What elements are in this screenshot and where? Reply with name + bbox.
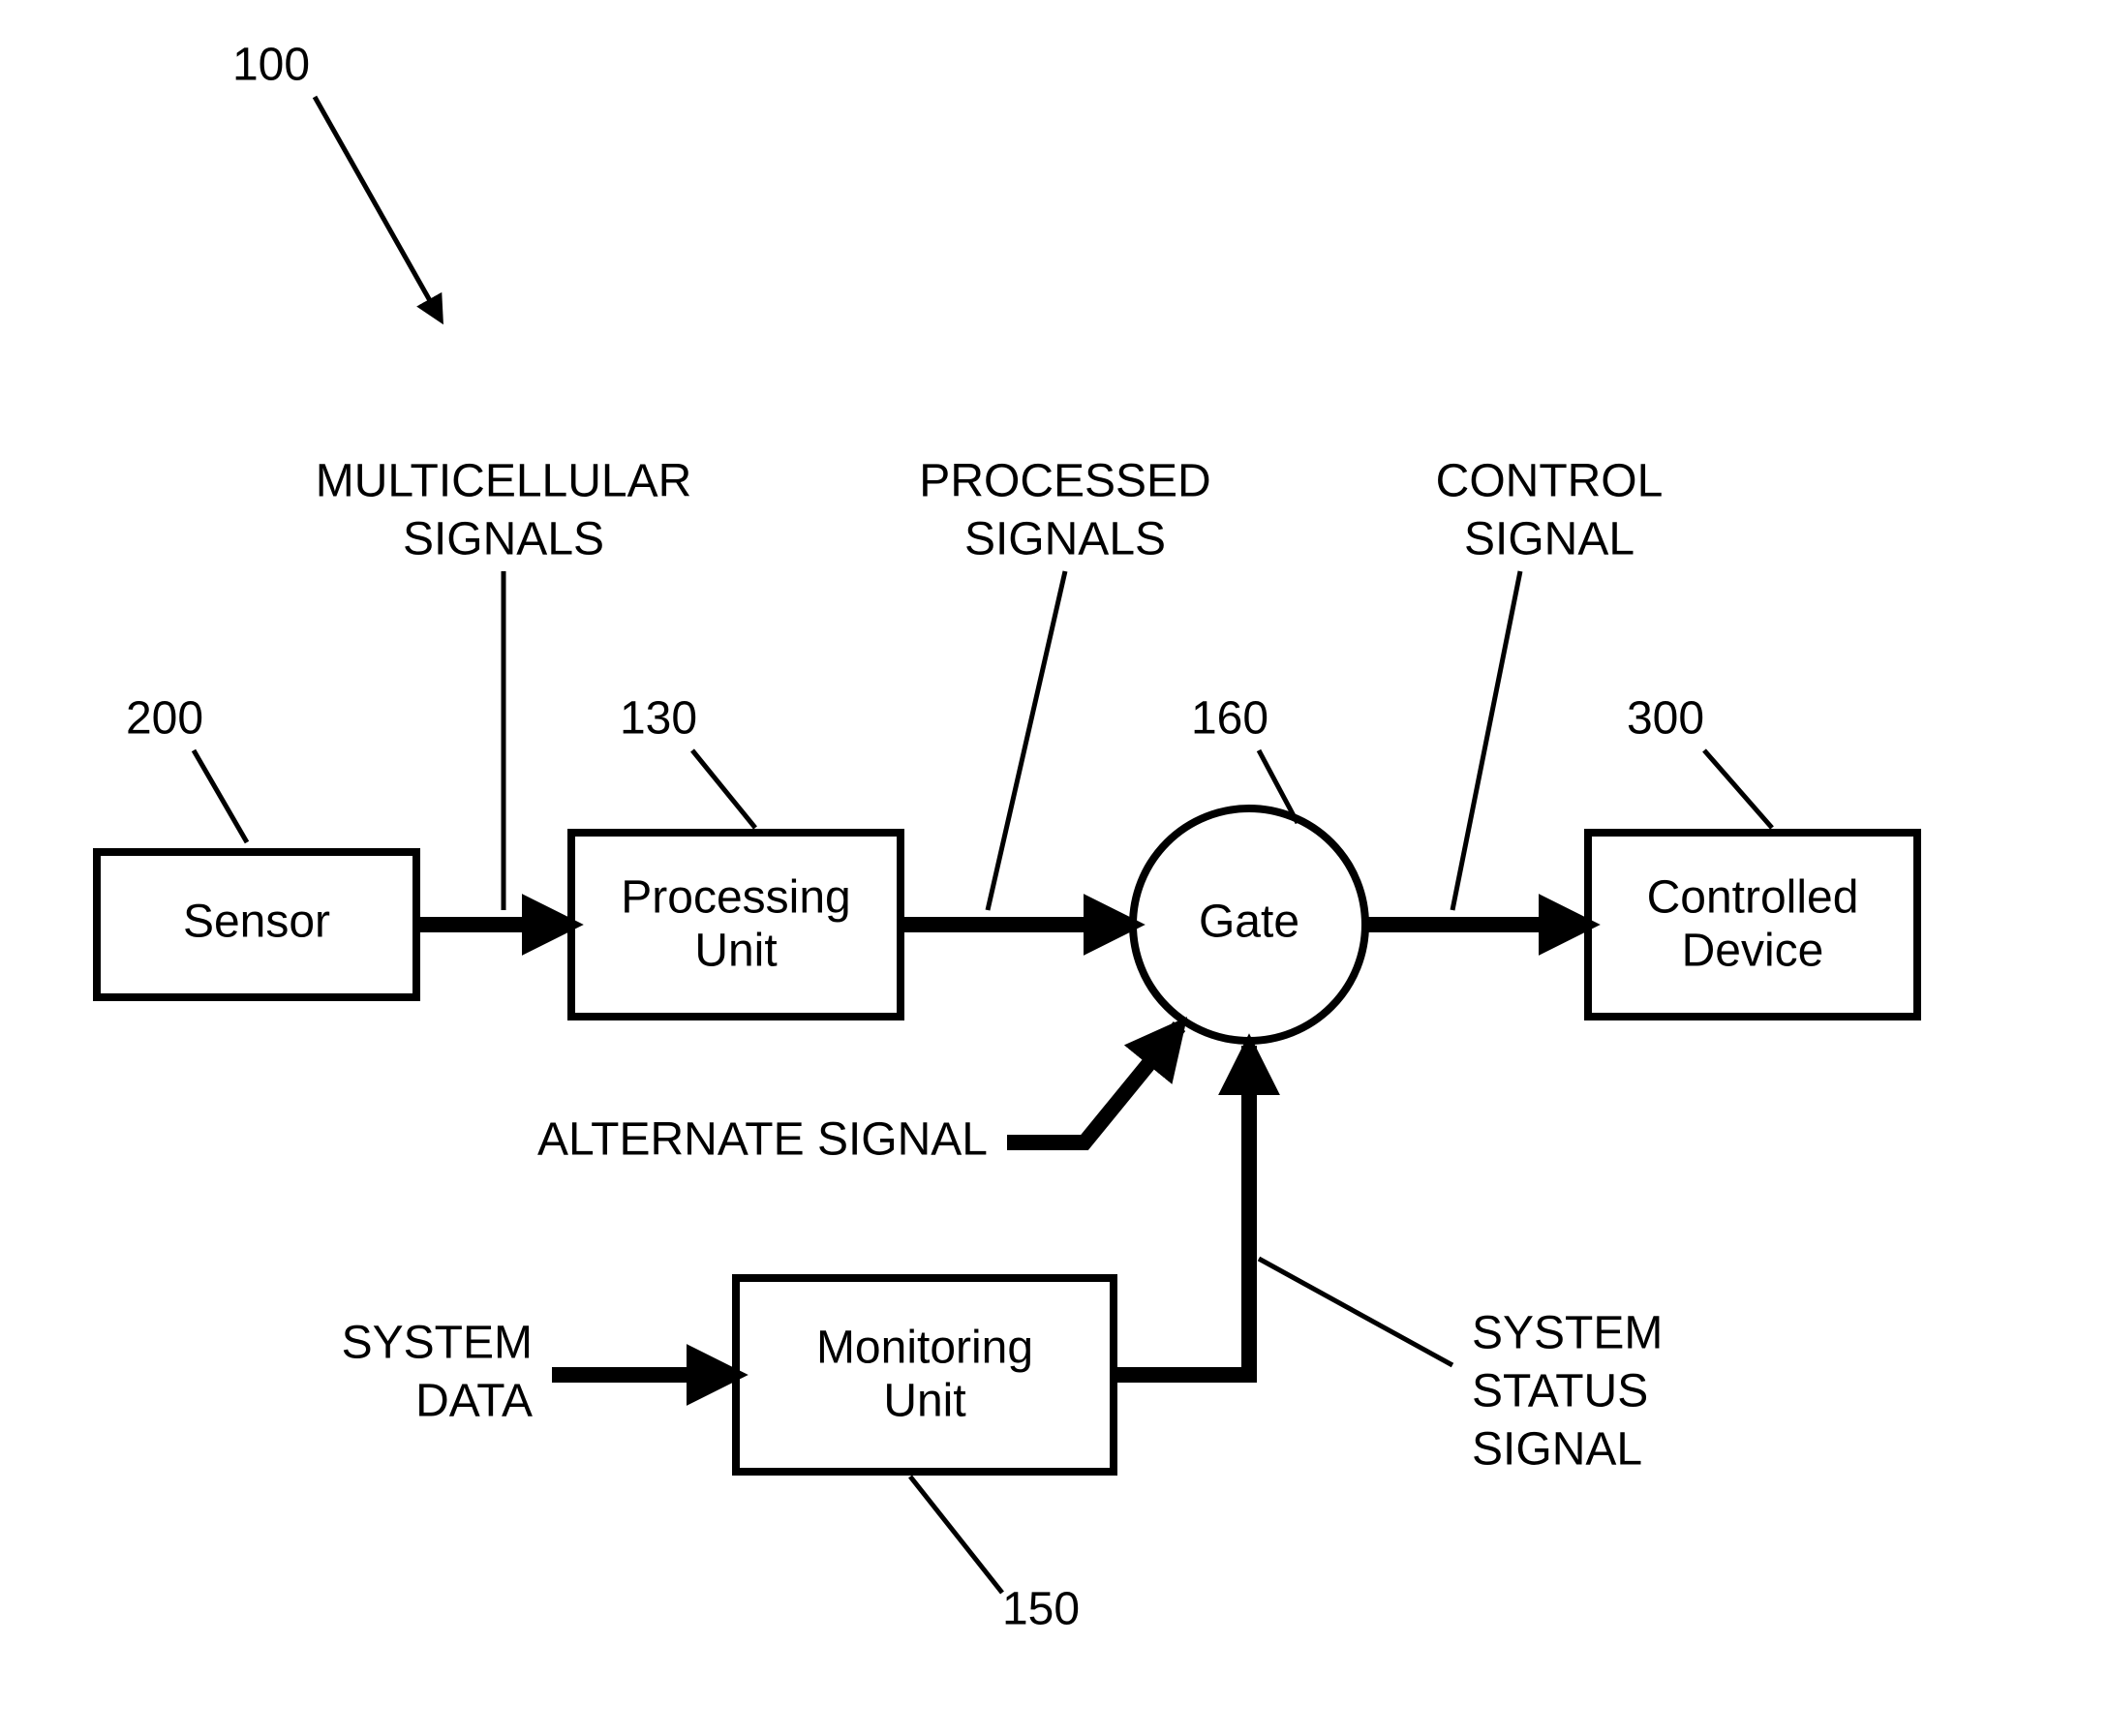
- ref-130: 130: [620, 693, 697, 745]
- sensor-node: Sensor: [97, 852, 416, 997]
- leader-100: [315, 97, 441, 320]
- monitoring-unit-node: Monitoring Unit: [736, 1278, 1114, 1472]
- leader-300: [1704, 750, 1772, 828]
- leader-stat: [1259, 1259, 1452, 1365]
- controlled-device-label-2: Device: [1682, 926, 1824, 977]
- system-data-label-1: SYSTEM: [342, 1318, 533, 1369]
- multicellular-label-1: MULTICELLULAR: [316, 456, 692, 507]
- multicellular-label-2: SIGNALS: [403, 514, 604, 565]
- controlled-device-label-1: Controlled: [1647, 872, 1859, 924]
- flow-monitor-to-gate: [1114, 1046, 1249, 1375]
- gate-label: Gate: [1199, 897, 1299, 948]
- ref-200: 200: [126, 693, 203, 745]
- ref-100: 100: [232, 40, 310, 91]
- leader-ctrl: [1452, 571, 1520, 910]
- monitoring-unit-label-2: Unit: [883, 1376, 965, 1427]
- alternate-signal-label: ALTERNATE SIGNAL: [537, 1114, 988, 1166]
- leader-proc: [988, 571, 1065, 910]
- sensor-label: Sensor: [183, 897, 330, 948]
- processing-unit-label-1: Processing: [621, 872, 850, 924]
- block-diagram: Sensor Processing Unit Gate Controlled D…: [0, 0, 2108, 1736]
- flow-alt-to-gate: [1007, 1026, 1179, 1142]
- ref-150: 150: [1002, 1584, 1080, 1635]
- ref-300: 300: [1627, 693, 1704, 745]
- leader-200: [194, 750, 247, 842]
- processed-label-2: SIGNALS: [964, 514, 1166, 565]
- control-label-2: SIGNAL: [1464, 514, 1634, 565]
- controlled-device-node: Controlled Device: [1588, 833, 1917, 1017]
- leader-130: [692, 750, 755, 828]
- processed-label-1: PROCESSED: [919, 456, 1210, 507]
- system-status-label-2: STATUS: [1472, 1366, 1648, 1417]
- ref-160: 160: [1191, 693, 1268, 745]
- monitoring-unit-label-1: Monitoring: [816, 1323, 1033, 1374]
- system-status-label-3: SIGNAL: [1472, 1424, 1642, 1476]
- processing-unit-label-2: Unit: [694, 926, 777, 977]
- processing-unit-node: Processing Unit: [571, 833, 901, 1017]
- control-label-1: CONTROL: [1436, 456, 1664, 507]
- system-status-label-1: SYSTEM: [1472, 1308, 1663, 1359]
- system-data-label-2: DATA: [415, 1376, 533, 1427]
- leader-150: [910, 1477, 1002, 1593]
- gate-node: Gate: [1133, 808, 1365, 1041]
